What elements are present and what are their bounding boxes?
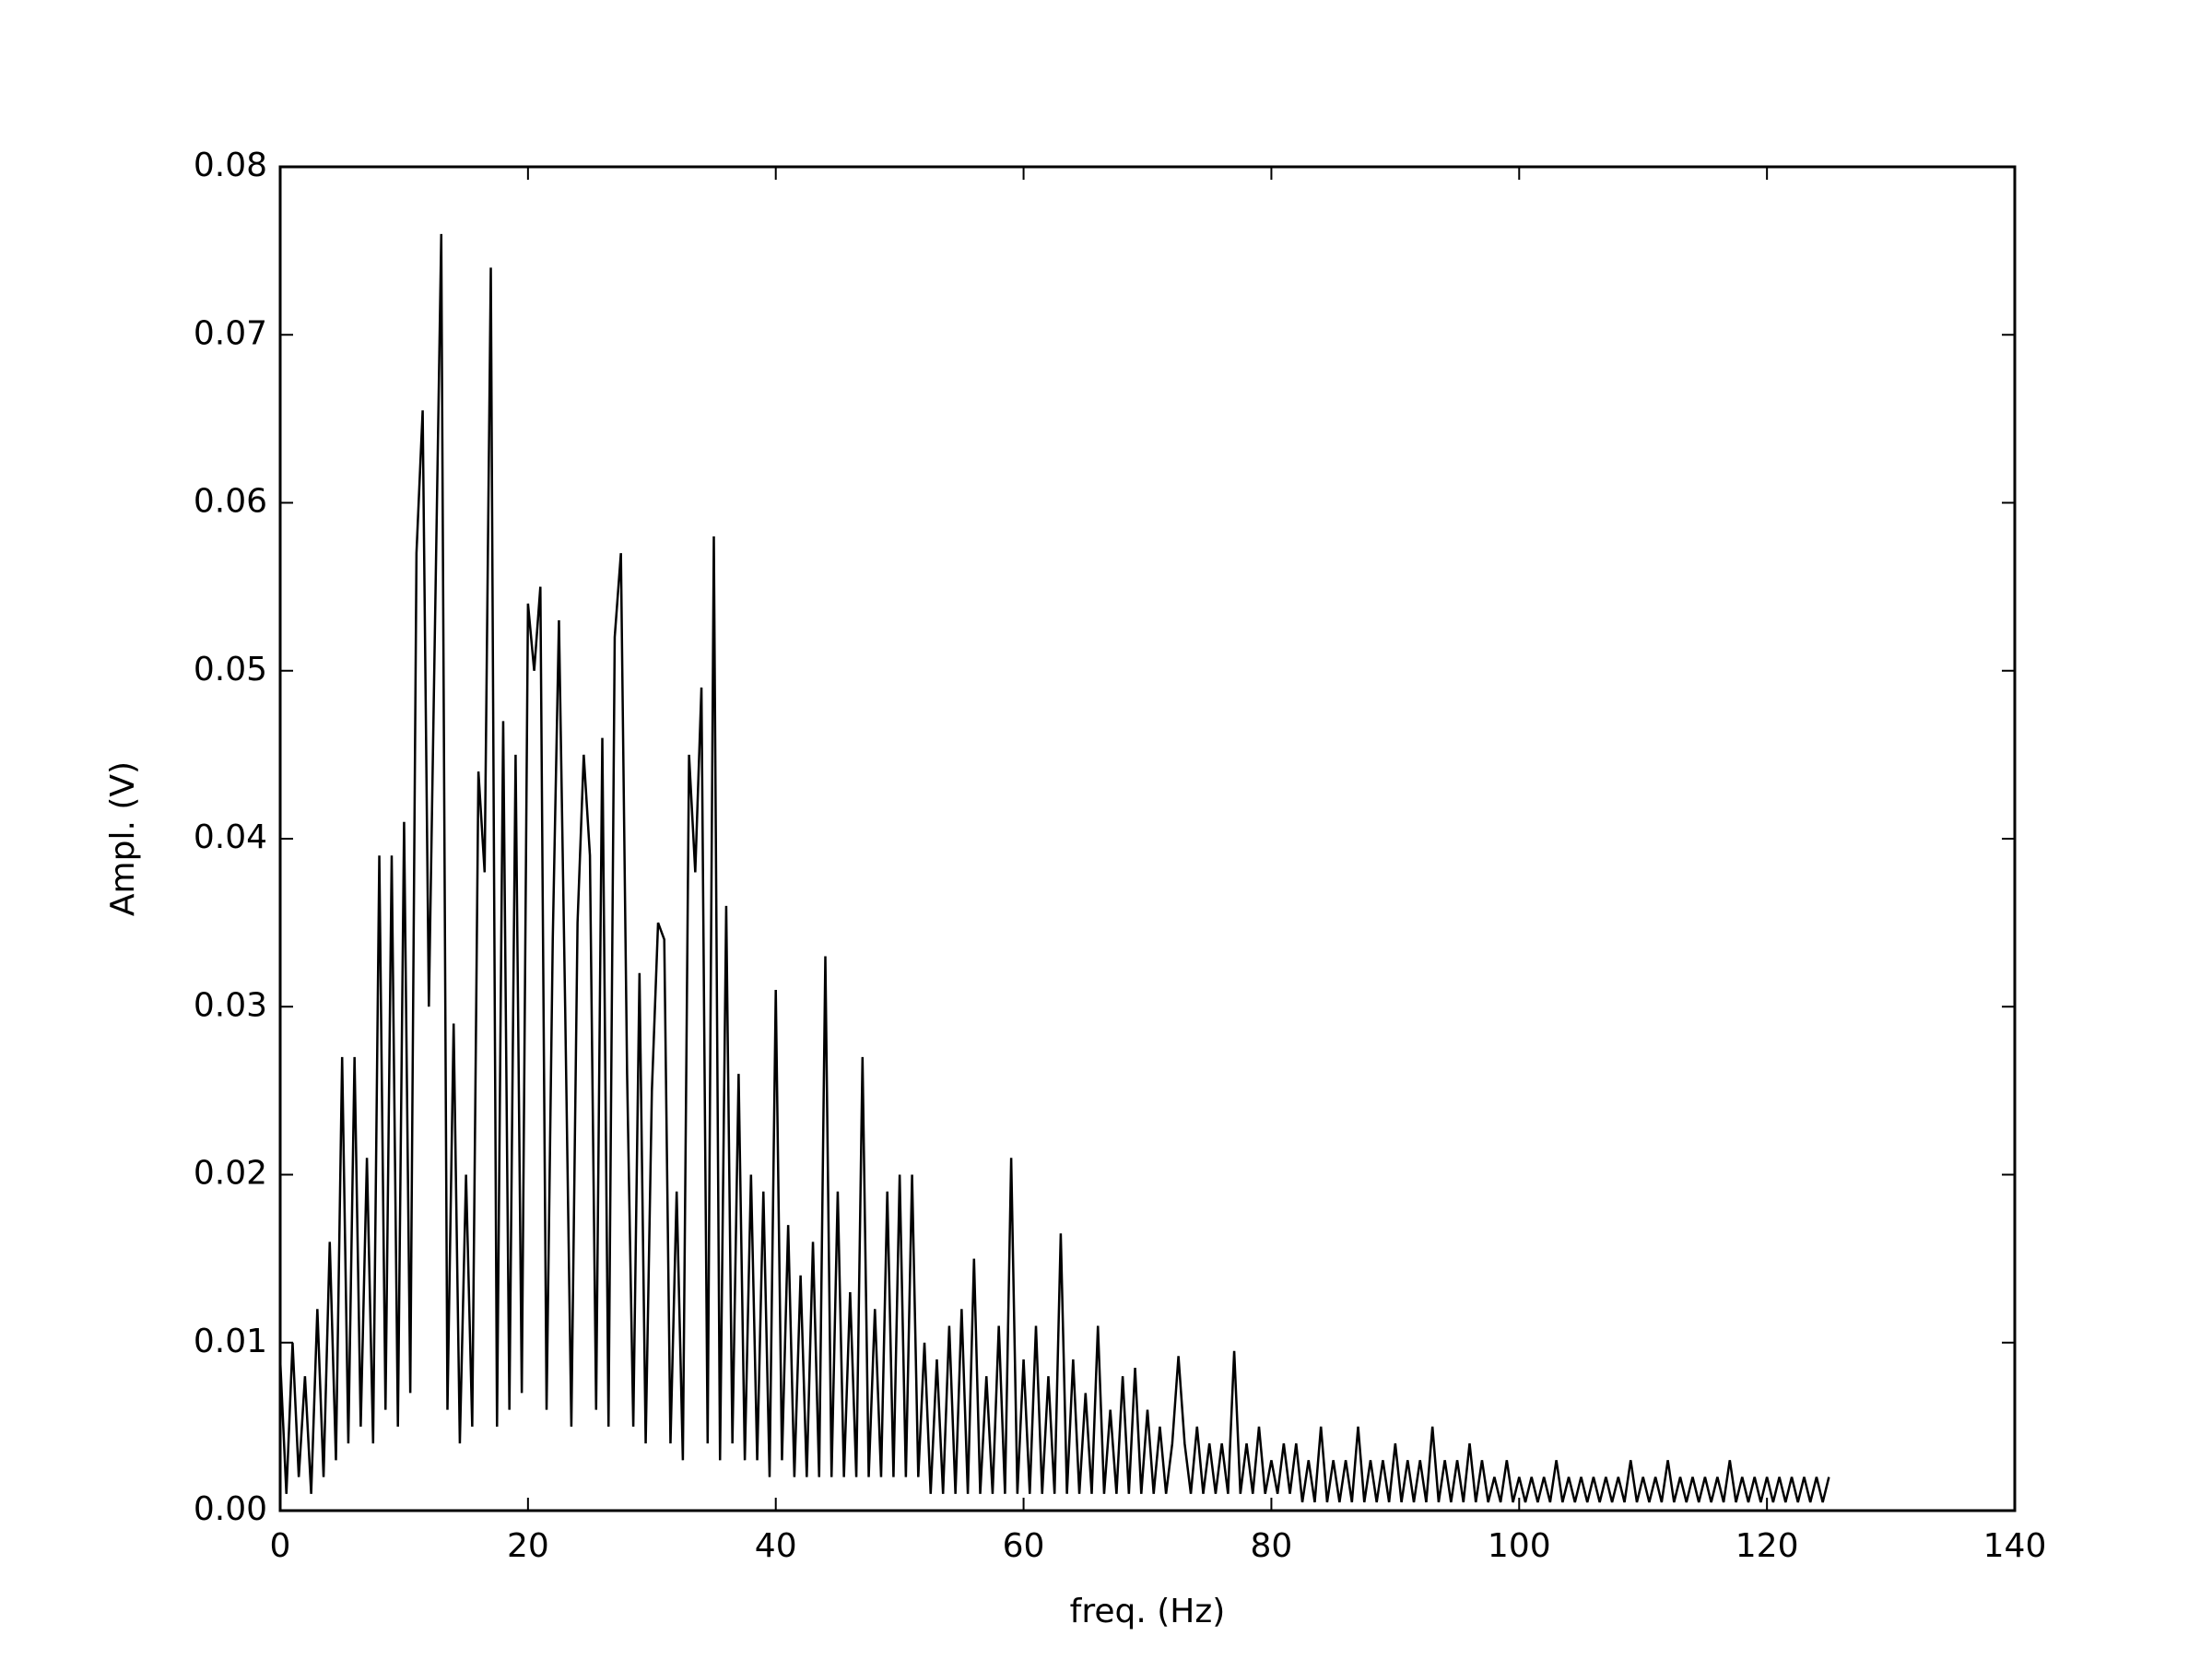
y-tick-label: 0.02 <box>194 1155 267 1193</box>
y-tick-label: 0.00 <box>194 1490 267 1528</box>
x-tick-label: 0 <box>270 1527 291 1565</box>
x-tick-label: 140 <box>1983 1527 2047 1565</box>
x-tick-label: 120 <box>1735 1527 1799 1565</box>
x-tick-label: 100 <box>1488 1527 1551 1565</box>
y-tick-label: 0.07 <box>194 314 267 352</box>
y-tick-label: 0.06 <box>194 483 267 521</box>
x-tick-label: 60 <box>1003 1527 1045 1565</box>
y-tick-label: 0.01 <box>194 1323 267 1360</box>
y-tick-label: 0.03 <box>194 986 267 1024</box>
spectrum-line <box>278 233 1830 1503</box>
y-tick-label: 0.04 <box>194 818 267 856</box>
y-tick-label: 0.05 <box>194 651 267 688</box>
y-tick-label: 0.08 <box>194 147 267 184</box>
x-tick-label: 20 <box>507 1527 549 1565</box>
x-tick-label: 40 <box>755 1527 797 1565</box>
x-axis-label: freq. (Hz) <box>1070 1593 1226 1630</box>
y-axis-label: Ampl. (V) <box>104 761 142 916</box>
x-tick-label: 80 <box>1251 1527 1293 1565</box>
plot-frame <box>278 165 2017 1512</box>
